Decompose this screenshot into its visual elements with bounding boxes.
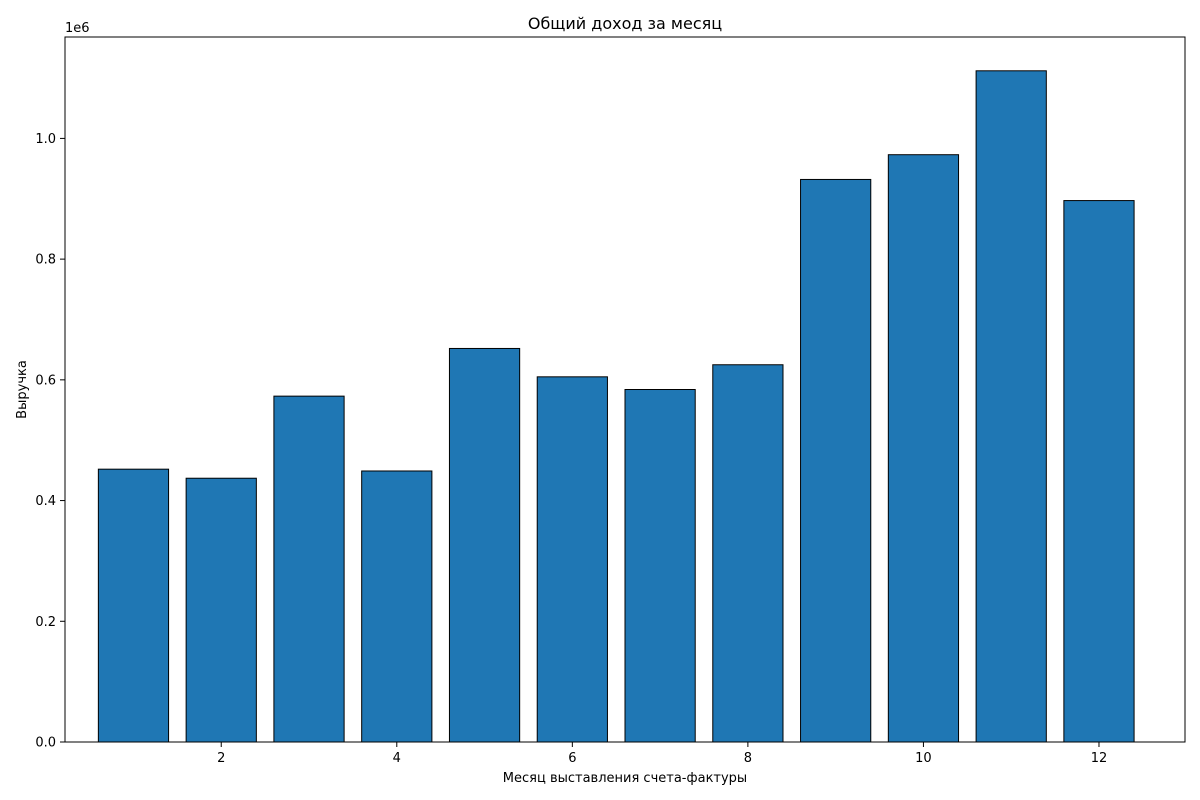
bar-month-9 bbox=[800, 178, 872, 743]
x-ticks-layer: 2 4 6 8 10 12 bbox=[217, 742, 1107, 766]
y-tick-label: 0.6 bbox=[35, 373, 56, 388]
bar-month-6 bbox=[536, 376, 608, 743]
bar-month-3 bbox=[273, 395, 345, 743]
x-tick-label: 6 bbox=[568, 751, 576, 766]
y-tick-label: 0.2 bbox=[35, 615, 56, 630]
bar-month-2 bbox=[185, 477, 257, 743]
y-tick-label: 0.4 bbox=[35, 494, 56, 509]
plot-frame bbox=[64, 36, 1186, 743]
bar-month-5 bbox=[448, 347, 521, 743]
x-tick-label: 4 bbox=[393, 751, 401, 766]
bar-month-10 bbox=[887, 154, 960, 743]
y-tick-label: 0.8 bbox=[35, 253, 56, 268]
y-tick-label: 1.0 bbox=[35, 132, 56, 147]
bar-month-4 bbox=[361, 470, 433, 743]
y-axis-offset-label: 1e6 bbox=[65, 21, 90, 36]
y-tick-label: 0.0 bbox=[35, 736, 56, 751]
bar-month-7 bbox=[624, 389, 696, 743]
y-axis-label: Выручка bbox=[15, 360, 30, 419]
bar-month-1 bbox=[97, 468, 170, 743]
x-tick-label: 10 bbox=[915, 751, 932, 766]
bar-month-12 bbox=[1063, 200, 1135, 743]
bar-month-8 bbox=[712, 364, 784, 743]
x-tick-label: 8 bbox=[744, 751, 752, 766]
chart-title: Общий доход за месяц bbox=[528, 14, 722, 33]
x-tick-label: 2 bbox=[217, 751, 225, 766]
x-axis-label: Месяц выставления счета-фактуры bbox=[503, 771, 747, 786]
y-ticks-layer: 0.0 0.2 0.4 0.6 0.8 1.0 bbox=[35, 132, 65, 751]
bars-layer bbox=[97, 70, 1135, 743]
bar-month-11 bbox=[975, 70, 1047, 743]
x-tick-label: 12 bbox=[1091, 751, 1108, 766]
